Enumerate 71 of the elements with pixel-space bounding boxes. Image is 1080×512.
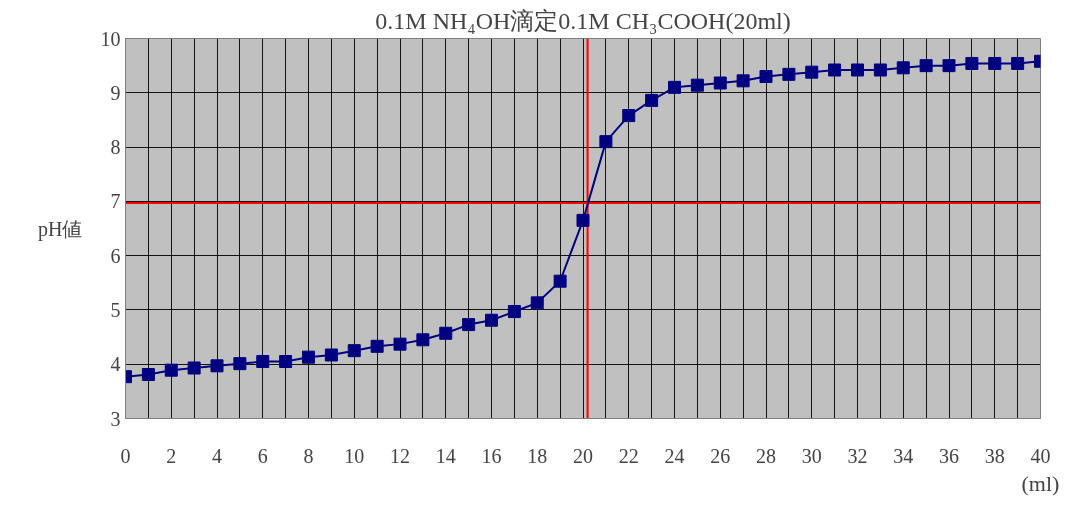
y-tick-label: 8	[110, 136, 121, 159]
point	[141, 368, 155, 382]
point	[393, 337, 407, 351]
y-tick-label: 3	[110, 407, 121, 430]
point	[256, 355, 270, 368]
point	[416, 333, 430, 347]
y-tick-label: 7	[110, 190, 121, 213]
point	[668, 80, 681, 94]
x-tick-label: 22	[618, 444, 639, 467]
x-tick-label: 16	[481, 444, 502, 467]
y-tick-label: 6	[110, 244, 121, 267]
point	[988, 56, 1002, 70]
point	[896, 61, 910, 75]
point	[187, 361, 201, 375]
point	[164, 363, 178, 377]
point	[622, 109, 636, 123]
point	[530, 296, 544, 310]
x-tick-label: 18	[527, 444, 548, 467]
x-tick-label: 4	[212, 444, 222, 467]
point	[736, 74, 750, 88]
x-tick-label: 2	[166, 444, 177, 467]
point	[370, 339, 384, 353]
x-tick-label: 14	[435, 444, 456, 467]
x-tick-label: 40	[1030, 444, 1051, 467]
point	[965, 56, 979, 70]
x-tick-label: 28	[756, 444, 776, 467]
x-tick-label: 20	[573, 444, 593, 467]
point	[919, 59, 933, 73]
point	[462, 318, 476, 332]
point	[439, 326, 453, 340]
x-tick-label: 6	[257, 444, 268, 467]
point	[233, 357, 247, 371]
point	[1011, 56, 1025, 70]
y-axis-title: pH値	[38, 217, 83, 241]
x-tick-label: 32	[847, 444, 868, 467]
y-tick-label: 10	[100, 27, 121, 50]
x-tick-label: 36	[939, 444, 959, 467]
point	[942, 59, 956, 73]
chart-title: 0.1M NH₄OH滴定0.1M CH₃COOH(20ml)	[375, 7, 791, 34]
point	[828, 63, 842, 77]
point	[507, 305, 521, 319]
y-tick-label: 4	[110, 353, 121, 376]
point	[873, 63, 887, 77]
point	[759, 70, 773, 83]
point	[782, 67, 796, 81]
point	[599, 135, 613, 149]
x-axis-title: (ml)	[1021, 470, 1060, 496]
point	[851, 63, 864, 77]
point	[485, 313, 498, 327]
x-tick-label: 8	[303, 444, 314, 467]
point	[347, 344, 361, 358]
x-tick-label: 26	[710, 444, 731, 467]
point	[805, 65, 819, 79]
x-tick-label: 38	[984, 444, 1005, 467]
point	[576, 213, 590, 227]
point	[302, 350, 315, 364]
x-tick-label: 24	[664, 444, 685, 467]
point	[553, 274, 567, 288]
point	[645, 93, 659, 107]
x-tick-label: 10	[344, 444, 365, 467]
x-tick-label: 30	[801, 444, 822, 467]
x-tick-label: 0	[120, 444, 131, 467]
y-tick-label: 9	[110, 81, 121, 104]
point	[324, 348, 338, 362]
x-tick-label: 34	[893, 444, 914, 467]
point	[279, 355, 293, 368]
point	[210, 359, 224, 373]
y-tick-label: 5	[110, 298, 121, 321]
x-tick-label: 12	[390, 444, 410, 467]
point	[690, 78, 704, 92]
point	[713, 76, 727, 90]
